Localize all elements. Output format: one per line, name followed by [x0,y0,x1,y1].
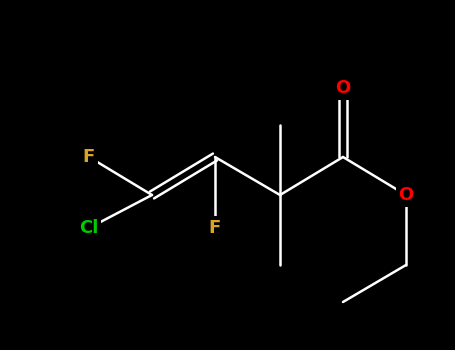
Text: F: F [209,219,221,237]
Text: O: O [335,79,351,97]
Text: F: F [83,148,95,166]
Text: O: O [399,186,414,204]
Text: Cl: Cl [79,219,99,237]
